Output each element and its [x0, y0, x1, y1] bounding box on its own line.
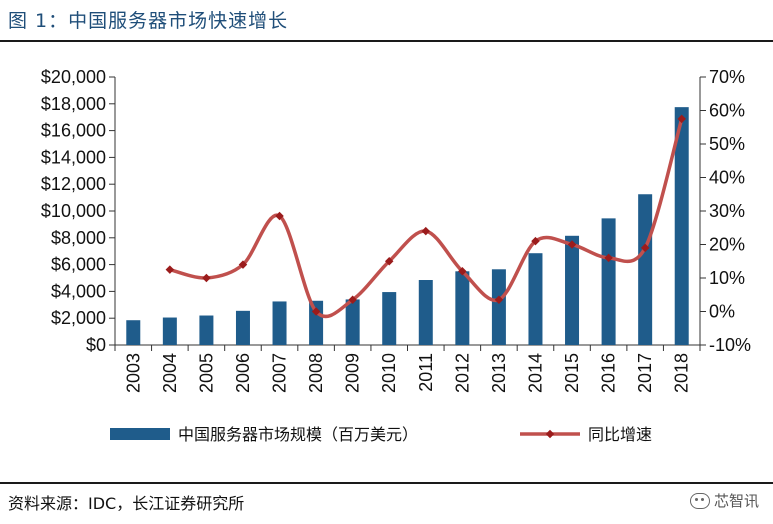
x-tick-label: 2004 — [160, 353, 180, 393]
x-tick-label: 2017 — [635, 353, 655, 393]
legend-line-label: 同比增速 — [588, 425, 652, 444]
bar — [418, 280, 433, 345]
growth-point — [202, 273, 211, 283]
y-left-tick-label: $14,000 — [41, 147, 106, 167]
bar — [601, 218, 616, 345]
x-tick-label: 2006 — [233, 353, 253, 393]
y-right-tick-label: -10% — [709, 335, 751, 355]
y-right-tick-label: 20% — [709, 235, 745, 255]
bar — [638, 194, 653, 345]
y-left-tick-label: $10,000 — [41, 201, 106, 221]
y-right-tick-label: 70% — [709, 67, 745, 87]
bar — [382, 292, 397, 345]
x-tick-label: 2015 — [562, 353, 582, 393]
watermark: 芯智讯 — [689, 490, 759, 511]
growth-point — [384, 257, 394, 266]
x-tick-label: 2007 — [270, 353, 290, 393]
x-tick-label: 2009 — [343, 353, 363, 393]
bar — [528, 253, 543, 345]
y-left-tick-label: $2,000 — [51, 308, 106, 328]
y-right-tick-label: 0% — [709, 302, 735, 322]
y-left-tick-label: $8,000 — [51, 228, 106, 248]
y-right-tick-label: 30% — [709, 201, 745, 221]
growth-point — [458, 267, 467, 276]
y-right-tick-label: 40% — [709, 168, 745, 188]
y-left-tick-label: $20,000 — [41, 67, 106, 87]
x-tick-label: 2008 — [306, 353, 326, 393]
x-tick-label: 2011 — [416, 353, 436, 392]
growth-point — [275, 211, 284, 221]
x-tick-label: 2003 — [123, 353, 143, 393]
growth-point — [494, 295, 504, 305]
title-divider — [0, 40, 773, 42]
watermark-text: 芯智讯 — [713, 492, 759, 510]
x-tick-label: 2013 — [489, 353, 509, 393]
y-left-tick-label: $16,000 — [41, 121, 106, 141]
bar — [126, 320, 141, 345]
y-left-tick-label: $12,000 — [41, 174, 106, 194]
legend-line-marker — [545, 429, 555, 439]
y-right-tick-label: 10% — [709, 268, 745, 288]
growth-point — [238, 260, 248, 269]
x-tick-label: 2014 — [525, 353, 545, 393]
bar — [674, 107, 689, 346]
y-left-tick-label: $4,000 — [51, 281, 106, 301]
x-tick-label: 2012 — [452, 353, 472, 393]
bar — [345, 299, 360, 345]
x-tick-label: 2016 — [599, 353, 619, 393]
bar — [565, 235, 580, 345]
growth-point — [311, 307, 321, 316]
y-right-tick-label: 60% — [709, 101, 745, 121]
bar — [455, 271, 470, 345]
bar — [162, 317, 177, 345]
chart: $0 $2,000 $4,000 $6,000 $8,000 $10,000 $12,000… — [41, 67, 751, 444]
bar — [272, 301, 287, 345]
wechat-icon — [689, 492, 710, 509]
y-left-tick-label: $18,000 — [41, 94, 106, 114]
x-tick-label: 2018 — [672, 353, 692, 393]
legend-bar-label: 中国服务器市场规模（百万美元） — [178, 425, 418, 444]
growth-point — [421, 226, 431, 236]
figure-title: 图 1：中国服务器市场快速增长 — [8, 10, 289, 32]
y-left-tick-label: $6,000 — [51, 255, 106, 275]
bar — [491, 269, 506, 345]
x-tick-label: 2005 — [196, 353, 216, 393]
bar — [235, 310, 250, 345]
legend-bar-swatch — [110, 428, 170, 440]
bar — [199, 315, 214, 345]
growth-point — [348, 295, 357, 305]
source-divider — [0, 482, 773, 484]
source-note: 资料来源：IDC，长江证券研究所 — [8, 494, 245, 513]
y-left-tick-label: $0 — [86, 335, 106, 355]
x-tick-label: 2010 — [379, 353, 399, 393]
y-right-tick-label: 50% — [709, 134, 745, 154]
growth-point — [165, 265, 175, 274]
